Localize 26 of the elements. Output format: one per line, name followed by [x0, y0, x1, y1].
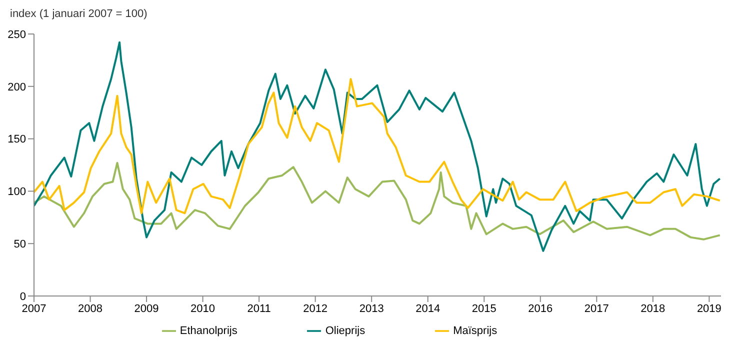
line-series: [34, 162, 721, 240]
x-tick-label: 2012: [303, 302, 328, 315]
y-tick-label: 50: [14, 238, 26, 251]
y-tick-label: 200: [8, 81, 26, 94]
y-tick-label: 250: [8, 28, 26, 41]
legend-label: Olieprijs: [325, 324, 366, 337]
x-tick-label: 2013: [359, 302, 384, 315]
x-tick-label: 2011: [247, 302, 271, 315]
x-tick-label: 2009: [134, 302, 159, 315]
line-series: [34, 41, 721, 252]
x-tick-label: 2017: [584, 302, 609, 315]
y-tick-label: 0: [20, 290, 26, 303]
x-tick-label: 2016: [528, 302, 553, 315]
line-series: [34, 78, 721, 214]
legend-label: Ethanolprijs: [180, 324, 238, 337]
x-tick-label: 2019: [696, 302, 722, 315]
x-tick-label: 2018: [640, 302, 666, 315]
x-tick-label: 2010: [190, 302, 216, 315]
legend-label: Maïsprijs: [453, 324, 498, 337]
x-tick-label: 2015: [472, 302, 496, 315]
x-tick-label: 2007: [22, 302, 46, 315]
x-tick-label: 2008: [78, 302, 103, 315]
y-axis-title: index (1 januari 2007 = 100): [9, 8, 148, 22]
y-tick-label: 100: [8, 186, 26, 198]
y-tick-label: 150: [8, 134, 26, 146]
x-tick-label: 2014: [416, 302, 440, 315]
